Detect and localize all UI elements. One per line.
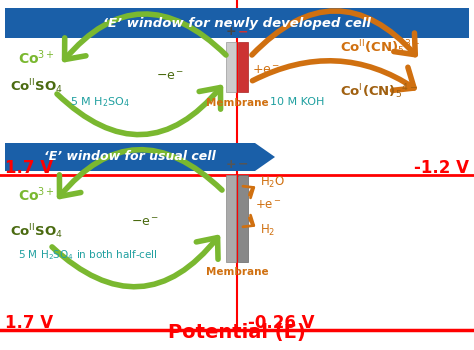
Text: −: − xyxy=(238,25,248,38)
Text: +: + xyxy=(226,25,237,38)
FancyArrowPatch shape xyxy=(253,61,414,90)
Text: Potential (E): Potential (E) xyxy=(168,323,306,342)
Text: Co$^{\rm II}$(CN)$_5$$^{3-}$: Co$^{\rm II}$(CN)$_5$$^{3-}$ xyxy=(340,38,420,57)
Text: ‘E’ window for newly developed cell: ‘E’ window for newly developed cell xyxy=(103,16,371,29)
Text: H$_2$: H$_2$ xyxy=(260,223,275,238)
Text: Membrane: Membrane xyxy=(206,98,268,108)
Text: $-$e$^-$: $-$e$^-$ xyxy=(156,70,184,84)
FancyArrowPatch shape xyxy=(59,150,222,196)
Text: Co$^{\rm II}$SO$_4$: Co$^{\rm II}$SO$_4$ xyxy=(10,78,63,96)
Text: 5 M H$_2$SO$_4$: 5 M H$_2$SO$_4$ xyxy=(70,95,130,109)
Bar xyxy=(238,175,248,262)
Text: Membrane: Membrane xyxy=(206,267,268,277)
Text: ‘E’ window for usual cell: ‘E’ window for usual cell xyxy=(44,150,216,163)
FancyArrowPatch shape xyxy=(57,88,220,135)
Polygon shape xyxy=(255,143,275,171)
Text: 1.7 V: 1.7 V xyxy=(5,314,53,332)
Bar xyxy=(226,42,236,92)
Text: Co$^{3+}$: Co$^{3+}$ xyxy=(18,49,55,67)
FancyArrowPatch shape xyxy=(243,215,254,227)
Text: -0.26 V: -0.26 V xyxy=(248,314,315,332)
FancyArrowPatch shape xyxy=(64,14,226,60)
Text: 5 M H$_2$SO$_4$ in both half-cell: 5 M H$_2$SO$_4$ in both half-cell xyxy=(18,248,158,262)
Bar xyxy=(226,175,236,262)
Polygon shape xyxy=(5,8,27,38)
Polygon shape xyxy=(5,143,25,171)
Text: +e$^-$: +e$^-$ xyxy=(252,63,280,77)
Bar xyxy=(5,143,255,171)
Polygon shape xyxy=(447,8,469,38)
Text: Co$^{\rm II}$SO$_4$: Co$^{\rm II}$SO$_4$ xyxy=(10,223,63,241)
FancyArrowPatch shape xyxy=(243,186,254,198)
FancyArrowPatch shape xyxy=(252,11,415,55)
Text: Co$^{\rm I}$(CN)$_5$$^{4-}$: Co$^{\rm I}$(CN)$_5$$^{4-}$ xyxy=(340,83,418,102)
Bar xyxy=(5,8,469,38)
Text: -1.2 V: -1.2 V xyxy=(414,159,469,177)
Text: $-$e$^-$: $-$e$^-$ xyxy=(131,216,159,229)
Bar xyxy=(238,42,248,92)
Text: H$_2$O: H$_2$O xyxy=(260,174,285,190)
Text: +e$^-$: +e$^-$ xyxy=(255,198,282,211)
Text: +: + xyxy=(226,158,237,171)
Text: −: − xyxy=(238,158,248,171)
FancyArrowPatch shape xyxy=(52,238,218,287)
Text: Co$^{3+}$: Co$^{3+}$ xyxy=(18,186,55,204)
Text: 1.7 V: 1.7 V xyxy=(5,159,53,177)
Text: 10 M KOH: 10 M KOH xyxy=(270,97,324,107)
